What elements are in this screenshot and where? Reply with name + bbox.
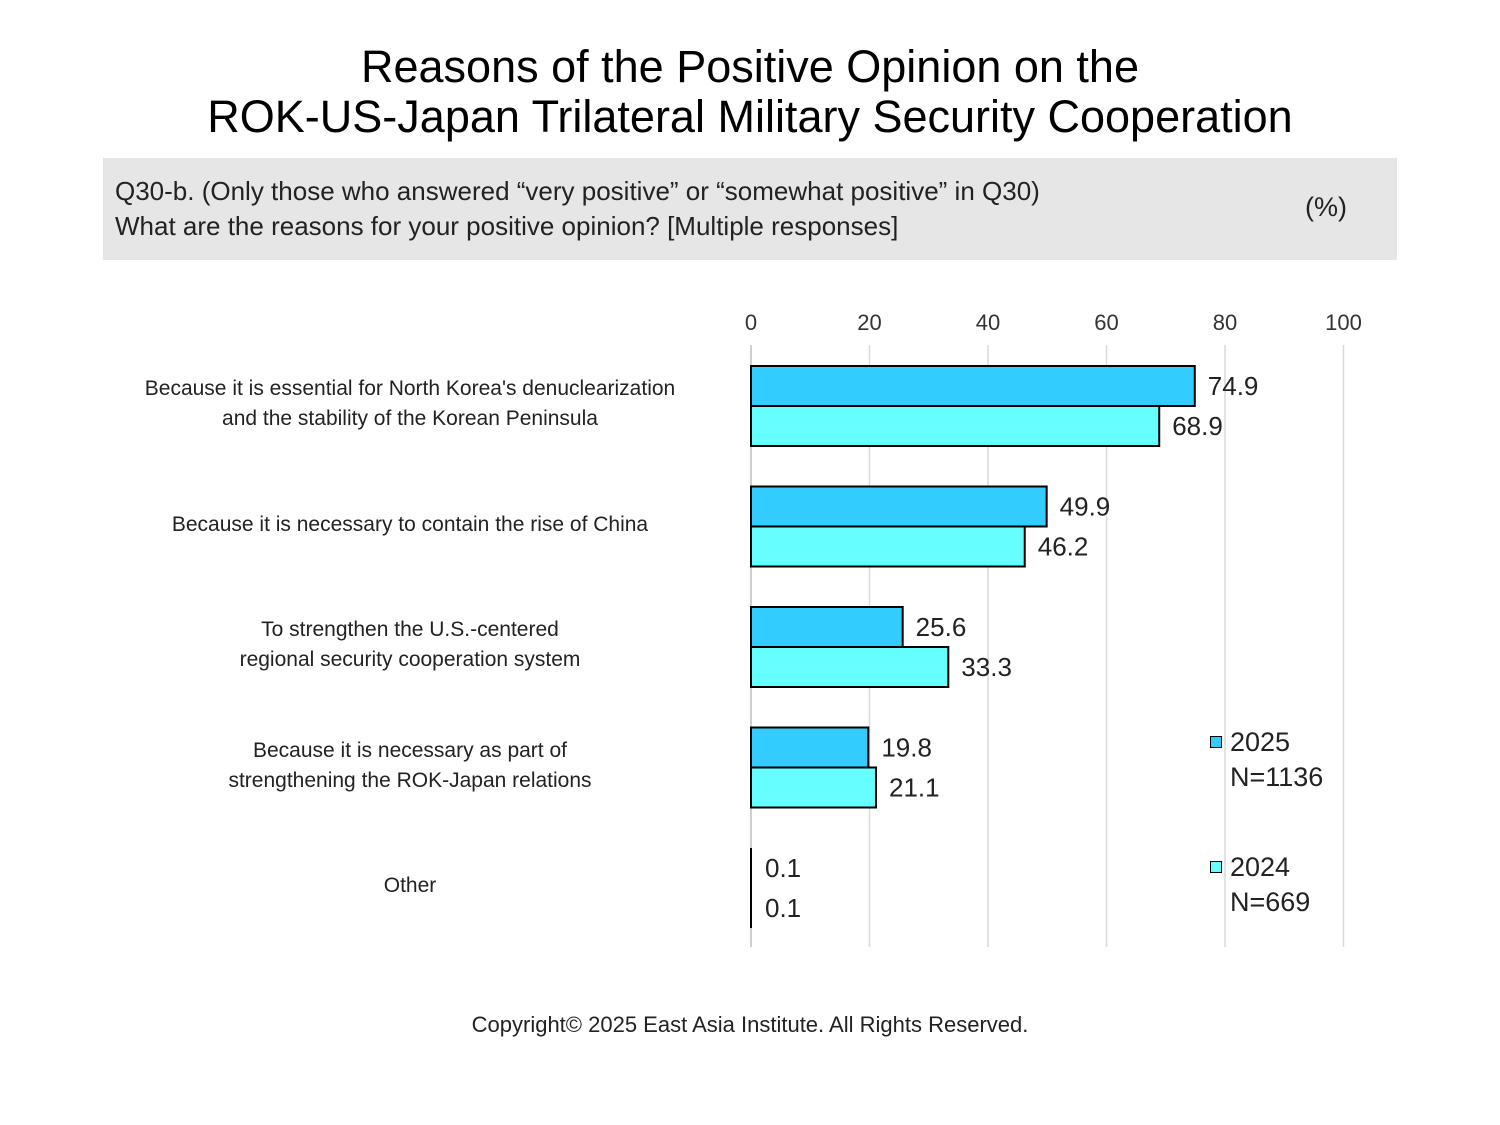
bar-2025 xyxy=(750,485,1048,528)
x-tick-label: 20 xyxy=(857,310,881,335)
x-tick-label: 60 xyxy=(1094,310,1118,335)
data-label: 33.3 xyxy=(961,652,1012,682)
data-label: 25.6 xyxy=(916,612,967,642)
bar-2024 xyxy=(750,646,950,688)
bar-2024 xyxy=(750,766,878,809)
data-label: 21.1 xyxy=(889,773,940,803)
legend-sublabel-2025: N=1136 xyxy=(1230,762,1324,792)
category-label: To strengthen the U.S.-centered regional … xyxy=(239,618,581,671)
category-label: Because it is necessary as part of streng… xyxy=(228,738,592,792)
legend-sublabel-2024: N=669 xyxy=(1230,887,1311,917)
bar-2024 xyxy=(750,525,1026,568)
data-label: 0.1 xyxy=(765,893,801,923)
data-label: 74.9 xyxy=(1208,371,1259,401)
legend-label-2025: 2025 xyxy=(1230,727,1291,757)
data-label: 68.9 xyxy=(1172,411,1223,441)
category-label: Other xyxy=(383,874,437,897)
legend-label-2024: 2024 xyxy=(1230,852,1291,882)
bar-2024 xyxy=(750,405,1161,447)
question-line-2: What are the reasons for your positive o… xyxy=(115,211,899,241)
legend-swatch-2024 xyxy=(1210,861,1222,873)
title-line-1: Reasons of the Positive Opinion on the xyxy=(361,41,1139,92)
bar-2025 xyxy=(750,606,904,648)
title-line-2: ROK-US-Japan Trilateral Military Securit… xyxy=(207,91,1293,142)
category-label: Because it is essential for North Korea'… xyxy=(144,377,676,430)
data-label: 49.9 xyxy=(1060,492,1111,522)
question-text: Q30-b. (Only those who answered “very po… xyxy=(115,174,1040,244)
category-label: Because it is necessary to contain the r… xyxy=(171,512,649,536)
question-line-1: Q30-b. (Only those who answered “very po… xyxy=(115,176,1040,206)
x-tick-label: 0 xyxy=(745,310,757,335)
data-label: 0.1 xyxy=(765,853,801,883)
data-label: 19.8 xyxy=(881,733,932,763)
question-box: Q30-b. (Only those who answered “very po… xyxy=(103,158,1397,260)
data-label: 46.2 xyxy=(1038,532,1089,562)
copyright-footer: Copyright© 2025 East Asia Institute. All… xyxy=(471,1012,1029,1037)
legend-swatch-2025 xyxy=(1210,736,1222,748)
x-tick-label: 40 xyxy=(976,310,1000,335)
x-tick-label: 100 xyxy=(1325,310,1362,335)
bar-2025 xyxy=(750,726,870,769)
unit-label: (%) xyxy=(1305,192,1347,222)
x-tick-label: 80 xyxy=(1213,310,1237,335)
bar-2025 xyxy=(750,365,1196,407)
chart-title: Reasons of the Positive Opinion on the R… xyxy=(0,42,1500,142)
